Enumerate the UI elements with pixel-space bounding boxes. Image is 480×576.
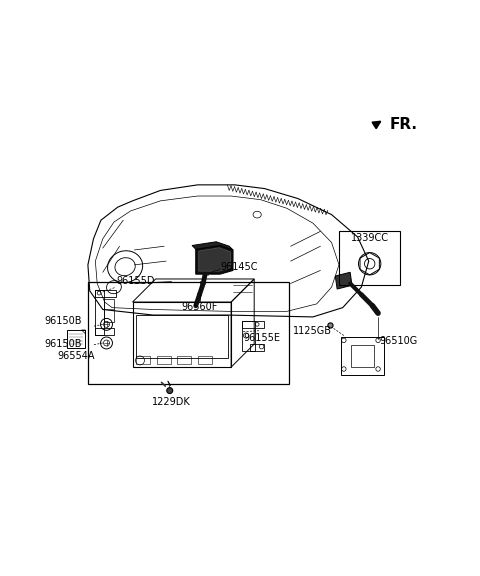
Bar: [341, 338, 384, 374]
Circle shape: [328, 323, 333, 328]
Bar: [351, 345, 373, 367]
Text: 96150B: 96150B: [45, 339, 83, 350]
Text: 96560F: 96560F: [181, 302, 218, 312]
Bar: [104, 300, 114, 322]
Circle shape: [167, 388, 173, 393]
Bar: [242, 321, 264, 328]
Text: 96510G: 96510G: [379, 336, 418, 346]
Bar: [96, 328, 114, 335]
Text: 96145C: 96145C: [221, 262, 258, 271]
Polygon shape: [196, 245, 233, 274]
Text: 1339CC: 1339CC: [351, 233, 389, 243]
Bar: [250, 344, 264, 351]
Bar: [88, 282, 289, 384]
Bar: [96, 290, 116, 297]
Text: 96155D: 96155D: [117, 276, 155, 286]
Polygon shape: [335, 272, 352, 289]
Bar: [135, 315, 228, 358]
Polygon shape: [192, 242, 233, 250]
Bar: [242, 321, 255, 351]
Text: FR.: FR.: [389, 117, 417, 132]
Bar: [136, 356, 150, 364]
Text: 1125GB: 1125GB: [293, 325, 332, 335]
Bar: [198, 356, 212, 364]
Bar: [67, 330, 85, 348]
Bar: [339, 232, 400, 285]
Text: 96150B: 96150B: [45, 316, 83, 327]
Bar: [96, 290, 104, 335]
Bar: [156, 356, 171, 364]
Bar: [177, 356, 192, 364]
Text: 1229DK: 1229DK: [152, 397, 190, 407]
Bar: [132, 302, 231, 367]
Polygon shape: [199, 248, 230, 271]
Text: 96155E: 96155E: [243, 332, 280, 343]
Text: 96554A: 96554A: [58, 351, 95, 361]
